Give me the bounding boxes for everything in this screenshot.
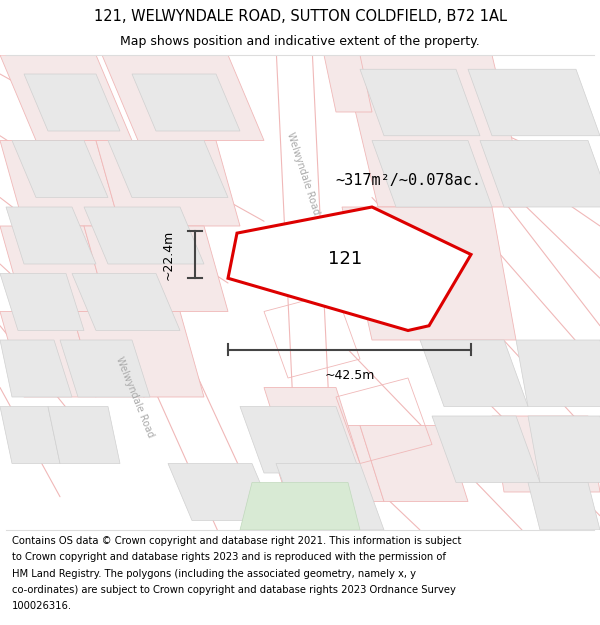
Polygon shape [360, 69, 480, 136]
Polygon shape [228, 207, 471, 331]
Polygon shape [0, 406, 60, 464]
Polygon shape [108, 141, 228, 198]
Text: 121, WELWYNDALE ROAD, SUTTON COLDFIELD, B72 1AL: 121, WELWYNDALE ROAD, SUTTON COLDFIELD, … [94, 9, 506, 24]
Polygon shape [342, 207, 516, 340]
Polygon shape [432, 416, 540, 482]
Polygon shape [528, 482, 600, 530]
Polygon shape [0, 311, 96, 397]
Text: Welwyndale Road: Welwyndale Road [114, 355, 156, 439]
Polygon shape [168, 464, 276, 521]
Polygon shape [480, 141, 600, 207]
Polygon shape [516, 340, 600, 406]
Polygon shape [12, 141, 108, 198]
Polygon shape [102, 55, 264, 141]
Polygon shape [324, 55, 372, 112]
Polygon shape [276, 464, 384, 530]
Polygon shape [0, 226, 108, 311]
Text: Map shows position and indicative extent of the property.: Map shows position and indicative extent… [120, 35, 480, 48]
Polygon shape [72, 274, 180, 331]
Polygon shape [468, 69, 600, 136]
Text: ~317m²/~0.078ac.: ~317m²/~0.078ac. [335, 173, 481, 188]
Polygon shape [84, 226, 228, 311]
Text: HM Land Registry. The polygons (including the associated geometry, namely x, y: HM Land Registry. The polygons (includin… [12, 569, 416, 579]
Text: Contains OS data © Crown copyright and database right 2021. This information is : Contains OS data © Crown copyright and d… [12, 536, 461, 546]
Polygon shape [240, 406, 360, 473]
Polygon shape [0, 340, 72, 397]
Text: 100026316.: 100026316. [12, 601, 72, 611]
Polygon shape [24, 74, 120, 131]
Polygon shape [492, 416, 600, 492]
Polygon shape [0, 141, 120, 226]
Polygon shape [0, 274, 84, 331]
Text: Welwyndale Road: Welwyndale Road [285, 131, 321, 216]
Text: ~42.5m: ~42.5m [325, 369, 374, 382]
Polygon shape [60, 340, 150, 397]
Polygon shape [372, 141, 492, 207]
Polygon shape [342, 55, 528, 207]
Polygon shape [72, 311, 204, 397]
Polygon shape [132, 74, 240, 131]
Polygon shape [360, 426, 468, 501]
Polygon shape [48, 406, 120, 464]
Polygon shape [6, 207, 96, 264]
Polygon shape [240, 482, 360, 530]
Text: co-ordinates) are subject to Crown copyright and database rights 2023 Ordnance S: co-ordinates) are subject to Crown copyr… [12, 585, 456, 595]
Text: 121: 121 [328, 250, 362, 268]
Polygon shape [264, 426, 384, 501]
Polygon shape [96, 141, 240, 226]
Polygon shape [528, 416, 600, 482]
Text: to Crown copyright and database rights 2023 and is reproduced with the permissio: to Crown copyright and database rights 2… [12, 552, 446, 562]
Polygon shape [420, 340, 528, 406]
Text: ~22.4m: ~22.4m [161, 229, 175, 279]
Polygon shape [264, 388, 360, 464]
Polygon shape [84, 207, 204, 264]
Polygon shape [0, 55, 132, 141]
